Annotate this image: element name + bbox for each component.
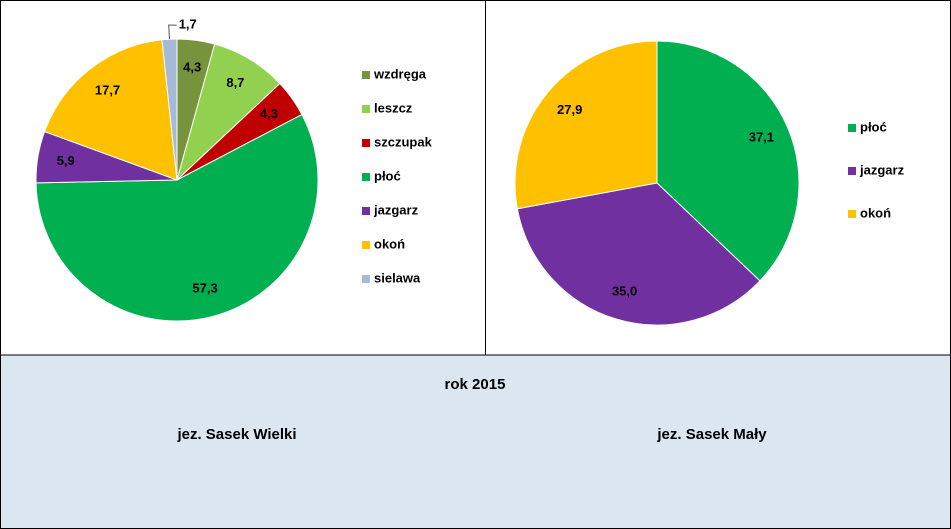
data-label: 27,9 (557, 102, 582, 117)
legend-swatch (362, 275, 370, 283)
data-label: 4,3 (260, 106, 278, 121)
legend-label: okoń (860, 205, 891, 220)
legend-label: wzdręga (373, 66, 427, 81)
legend-label: leszcz (374, 100, 413, 115)
caption-left: jez. Sasek Wielki (176, 426, 296, 443)
legend-swatch (848, 210, 856, 218)
legend-label: szczupak (374, 134, 433, 149)
data-label: 17,7 (95, 83, 120, 98)
pie-slice (161, 38, 178, 181)
legend-label: płoć (374, 168, 401, 183)
pie-slice (656, 40, 800, 282)
legend-swatch (362, 71, 370, 79)
pie-slice (43, 39, 178, 181)
legend-label: jazgarz (859, 162, 905, 177)
caption-panel (0, 354, 951, 529)
data-label: 4,3 (183, 60, 201, 75)
caption-right: jez. Sasek Mały (656, 426, 767, 443)
legend-swatch (848, 167, 856, 175)
legend-label: sielawa (374, 270, 421, 285)
data-label: 8,7 (226, 75, 244, 90)
leader-line (168, 24, 177, 40)
legend-swatch (848, 124, 856, 132)
data-label: 5,9 (57, 153, 75, 168)
caption-year: rok 2015 (445, 376, 506, 393)
data-label: 35,0 (612, 283, 637, 298)
data-label: 1,7 (179, 17, 197, 32)
data-label: 37,1 (749, 130, 774, 145)
legend-label: płoć (860, 119, 887, 134)
pie-slice (514, 40, 658, 210)
legend-swatch (362, 173, 370, 181)
legend-swatch (362, 105, 370, 113)
pie-slice (516, 182, 761, 326)
legend-swatch (362, 241, 370, 249)
legend-swatch (362, 207, 370, 215)
data-label: 57,3 (192, 281, 217, 296)
legend-label: okoń (374, 236, 405, 251)
legend-swatch (362, 139, 370, 147)
pie-slice (35, 113, 319, 322)
legend-label: jazgarz (373, 202, 419, 217)
